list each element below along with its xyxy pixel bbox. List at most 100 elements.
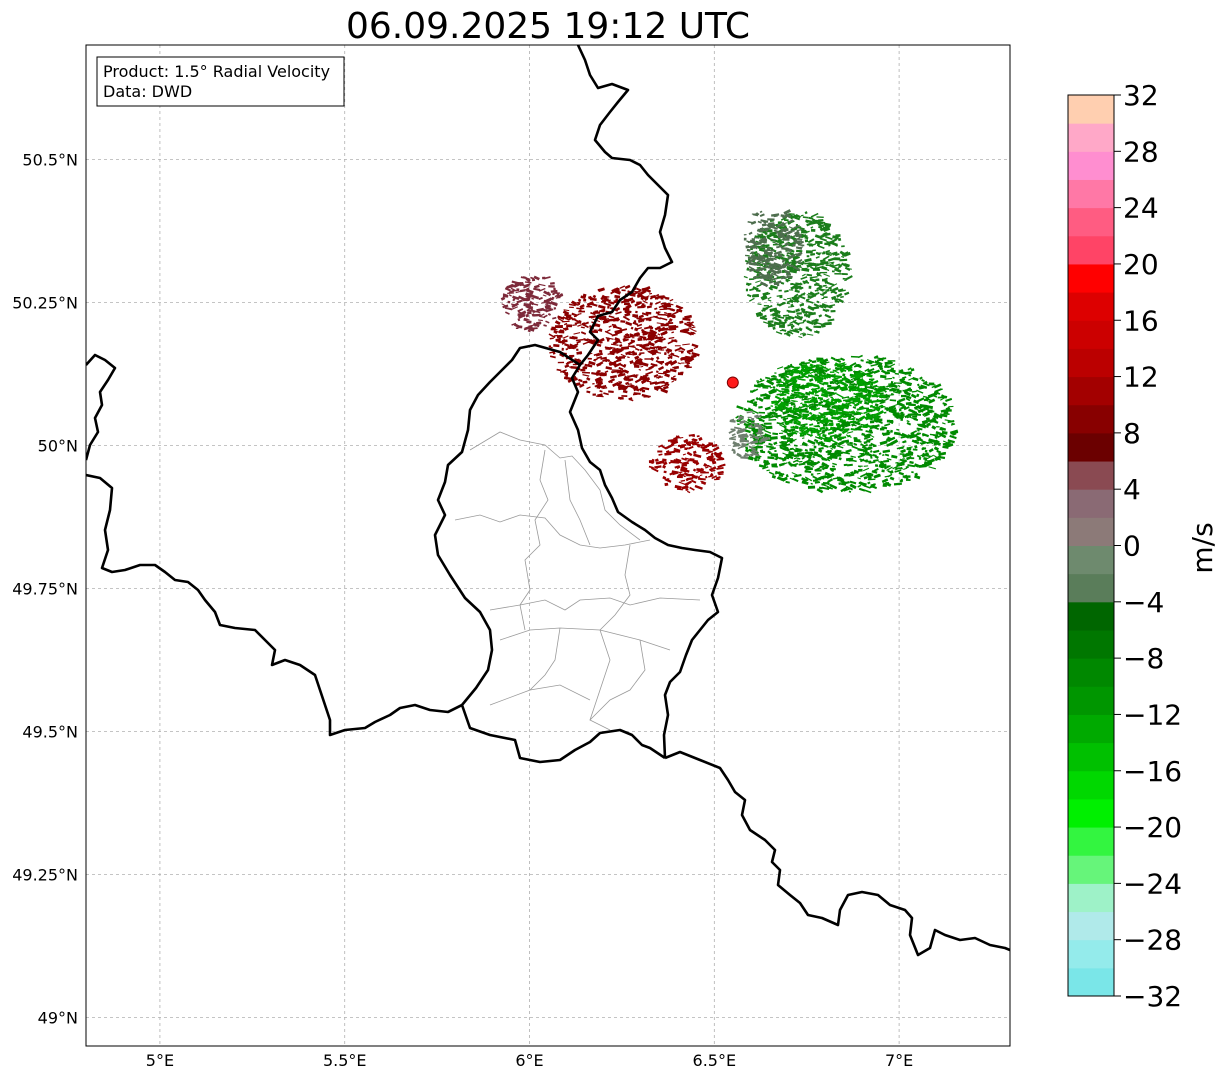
colorbar-swatch bbox=[1068, 179, 1114, 209]
colorbar-swatch bbox=[1068, 686, 1114, 715]
admin-line bbox=[499, 627, 671, 651]
admin-line bbox=[599, 544, 631, 631]
info-box-frame bbox=[96, 56, 345, 107]
colorbar: −32 −28 −24 −20 −16 −12 −8 −4 0 4 8 12 16 20 24 28 32 m/… bbox=[1067, 79, 1219, 1013]
info-product: Product: 1.5° Radial Velocity bbox=[103, 62, 330, 81]
colorbar-swatch bbox=[1068, 883, 1114, 913]
colorbar-tick-label: −8 bbox=[1123, 642, 1164, 675]
colorbar-swatch bbox=[1068, 855, 1114, 884]
colorbar-swatch bbox=[1068, 376, 1114, 406]
info-box: Product: 1.5° Radial Velocity Data: DWD bbox=[96, 56, 345, 107]
colorbar-swatch bbox=[1068, 658, 1114, 687]
border-belgium-france bbox=[86, 473, 463, 737]
velocity-echoes bbox=[500, 209, 959, 494]
lat-tick-label: 50.5°N bbox=[22, 150, 78, 169]
colorbar-swatch bbox=[1068, 292, 1114, 321]
colorbar-tick-label: −24 bbox=[1123, 867, 1182, 900]
info-data-source: Data: DWD bbox=[103, 82, 192, 101]
colorbar-swatch bbox=[1068, 489, 1114, 518]
colorbar-swatch bbox=[1068, 151, 1114, 180]
colorbar-swatch bbox=[1068, 404, 1114, 434]
echo-near-zero bbox=[728, 410, 771, 460]
colorbar-swatch bbox=[1068, 714, 1114, 744]
colorbar-tick-label: 32 bbox=[1123, 79, 1159, 112]
colorbar-swatch bbox=[1068, 798, 1114, 828]
gridlines bbox=[86, 45, 1010, 1046]
colorbar-tick-label: 28 bbox=[1123, 135, 1159, 168]
colorbar-swatch bbox=[1068, 517, 1114, 546]
lat-tick-label: 49.5°N bbox=[22, 722, 78, 741]
colorbar-tick-label: 12 bbox=[1123, 361, 1159, 394]
lat-tick-label: 49.25°N bbox=[12, 865, 78, 884]
lon-tick-label: 5.5°E bbox=[323, 1051, 367, 1070]
border-france-germany bbox=[664, 750, 1010, 957]
admin-line bbox=[519, 449, 549, 631]
colorbar-swatch bbox=[1068, 432, 1114, 462]
admin-line bbox=[489, 627, 561, 706]
colorbar-swatch bbox=[1068, 629, 1114, 659]
lat-tick-label: 49.75°N bbox=[12, 579, 78, 598]
colorbar-tick-label: 16 bbox=[1123, 304, 1159, 337]
lat-tick-label: 50°N bbox=[38, 436, 78, 455]
echo-inbound-core bbox=[770, 359, 886, 444]
colorbar-swatch bbox=[1068, 573, 1114, 603]
border-netherlands-belgium bbox=[86, 353, 117, 461]
map-background bbox=[86, 45, 1010, 1046]
lon-tick-label: 5°E bbox=[146, 1051, 174, 1070]
colorbar-swatch bbox=[1068, 967, 1114, 997]
colorbar-tick-label: 24 bbox=[1123, 192, 1159, 225]
colorbar-swatch bbox=[1068, 742, 1114, 772]
colorbar-swatch bbox=[1068, 348, 1114, 378]
map-frame bbox=[85, 44, 1011, 1047]
colorbar-swatch bbox=[1068, 461, 1114, 490]
colorbar-tick-label: 8 bbox=[1123, 417, 1141, 450]
map-title: 06.09.2025 19:12 UTC bbox=[346, 6, 750, 47]
colorbar-swatch bbox=[1068, 939, 1114, 969]
lon-tick-label: 7°E bbox=[885, 1051, 913, 1070]
colorbar-tick-label: 0 bbox=[1123, 530, 1141, 563]
admin-line bbox=[589, 629, 611, 721]
colorbar-swatch bbox=[1068, 601, 1114, 631]
colorbar-swatch bbox=[1068, 827, 1114, 856]
admin-line bbox=[489, 597, 701, 611]
admin-line bbox=[564, 459, 591, 546]
echo-outbound-strong bbox=[548, 284, 700, 402]
axis-tick-labels: 5°E 5.5°E 6°E 6.5°E 7°E 49°N 49.25°N 49.5°N 49.7… bbox=[12, 150, 913, 1070]
admin-line bbox=[469, 431, 641, 541]
colorbar-tick-label: −16 bbox=[1123, 755, 1182, 788]
admin-boundaries bbox=[454, 431, 701, 731]
colorbar-tick-label: −20 bbox=[1123, 811, 1182, 844]
colorbar-tick-label: −12 bbox=[1123, 698, 1182, 731]
colorbar-swatches bbox=[1068, 95, 1114, 997]
colorbar-tick-label: −32 bbox=[1123, 980, 1182, 1013]
echo-inbound-strong bbox=[735, 354, 959, 494]
admin-line bbox=[529, 684, 591, 701]
colorbar-swatch bbox=[1068, 263, 1114, 293]
colorbar-ticks: −32 −28 −24 −20 −16 −12 −8 −4 0 4 8 12 16 20 24 28 32 bbox=[1114, 79, 1182, 1013]
colorbar-swatch bbox=[1068, 207, 1114, 237]
colorbar-swatch bbox=[1068, 770, 1114, 800]
echo-outbound-weak bbox=[500, 275, 564, 333]
border-luxembourg-west bbox=[433, 343, 581, 714]
lat-tick-label: 50.25°N bbox=[12, 293, 78, 312]
lat-tick-label: 49°N bbox=[38, 1008, 78, 1027]
lon-tick-label: 6.5°E bbox=[693, 1051, 737, 1070]
colorbar-swatch bbox=[1068, 545, 1114, 575]
colorbar-swatch bbox=[1068, 911, 1114, 941]
colorbar-swatch bbox=[1068, 123, 1114, 152]
country-borders bbox=[86, 45, 1010, 957]
colorbar-swatch bbox=[1068, 320, 1114, 349]
colorbar-tick-label: 20 bbox=[1123, 248, 1159, 281]
colorbar-tick-label: −4 bbox=[1123, 586, 1164, 619]
echo-inbound-weak bbox=[743, 209, 805, 288]
colorbar-swatch bbox=[1068, 235, 1114, 265]
colorbar-tick-label: 4 bbox=[1123, 473, 1141, 506]
radar-site-marker bbox=[726, 376, 739, 389]
colorbar-label: m/s bbox=[1186, 522, 1219, 573]
map-area: 5°E 5.5°E 6°E 6.5°E 7°E 49°N 49.25°N 49.5°N 49.7… bbox=[12, 44, 1011, 1070]
echo-outbound-south bbox=[648, 433, 726, 494]
colorbar-swatch bbox=[1068, 95, 1114, 124]
colorbar-tick-label: −28 bbox=[1123, 924, 1182, 957]
admin-line bbox=[589, 639, 646, 731]
